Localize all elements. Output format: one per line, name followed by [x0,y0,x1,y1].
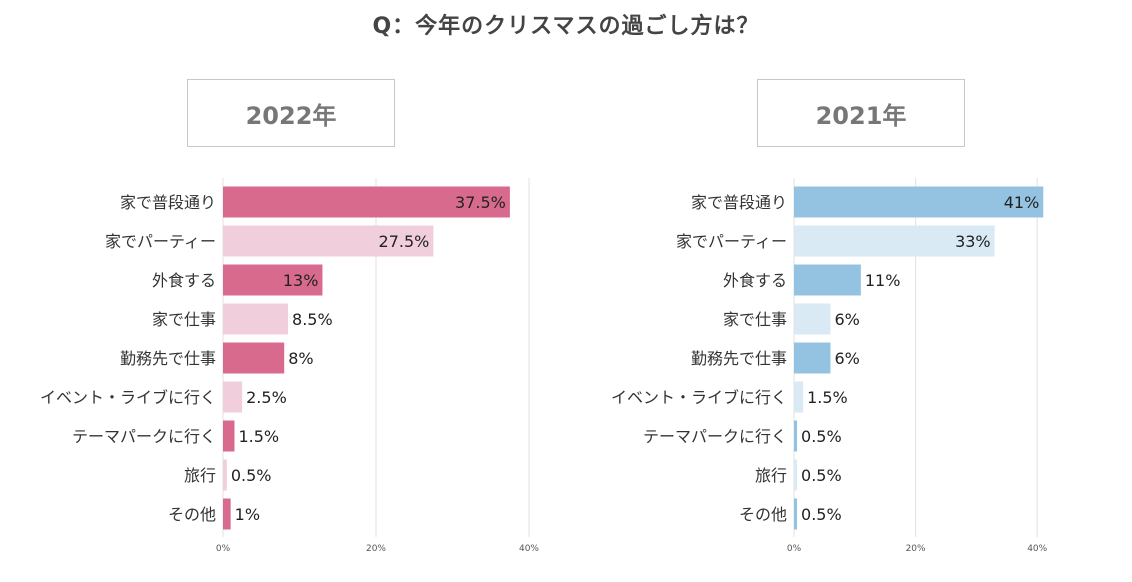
bar [794,303,831,335]
bar [794,186,1044,218]
category-label: 勤務先で仕事 [120,349,216,368]
bar [794,498,798,530]
bar [223,303,289,335]
bar [794,420,798,452]
x-tick-label: 20% [906,544,926,554]
value-label: 6% [834,349,859,368]
category-label: 家で普段通り [120,193,216,212]
value-label: 1.5% [807,388,848,407]
bar [794,225,995,257]
bar [223,381,243,413]
value-label: 11% [865,271,901,290]
chart-title-2022: 2022年 [187,79,395,147]
category-label: テーマパークに行く [643,427,787,446]
value-label: 13% [283,271,319,290]
bar [223,459,227,491]
x-tick-label: 0% [787,544,802,554]
bar [223,186,510,218]
value-label: 0.5% [801,427,842,446]
category-label: 家で仕事 [152,310,216,329]
category-label: 旅行 [755,466,787,485]
category-label: 外食する [723,271,787,290]
bar [794,381,804,413]
category-label: 旅行 [184,466,216,485]
category-label: その他 [739,505,787,524]
value-label: 37.5% [455,193,506,212]
value-label: 6% [834,310,859,329]
value-label: 0.5% [231,466,272,485]
bar [223,225,434,257]
x-tick-label: 20% [366,544,386,554]
category-label: 勤務先で仕事 [691,349,787,368]
value-label: 27.5% [379,232,430,251]
bar [223,420,235,452]
x-tick-label: 40% [1027,544,1047,554]
value-label: 2.5% [246,388,287,407]
category-label: 家でパーティー [676,232,787,251]
category-label: 家で普段通り [691,193,787,212]
category-label: イベント・ライブに行く [40,388,216,407]
value-label: 41% [1004,193,1040,212]
page-title: Q：今年のクリスマスの過ごし方は？ [372,14,760,39]
value-label: 1.5% [238,427,279,446]
bar [223,264,323,296]
value-label: 8% [288,349,313,368]
value-label: 1% [235,505,260,524]
bar [794,342,831,374]
category-label: 家で仕事 [723,310,787,329]
value-label: 0.5% [801,466,842,485]
bar [794,459,798,491]
value-label: 8.5% [292,310,333,329]
bar [223,342,285,374]
category-label: 外食する [152,271,216,290]
bar [794,264,861,296]
x-tick-label: 0% [216,544,231,554]
x-tick-label: 40% [519,544,539,554]
value-label: 33% [955,232,991,251]
chart-title-2021: 2021年 [757,79,965,147]
category-label: 家でパーティー [105,232,216,251]
category-label: その他 [168,505,216,524]
value-label: 0.5% [801,505,842,524]
category-label: テーマパークに行く [72,427,216,446]
category-label: イベント・ライブに行く [611,388,787,407]
bar [223,498,231,530]
